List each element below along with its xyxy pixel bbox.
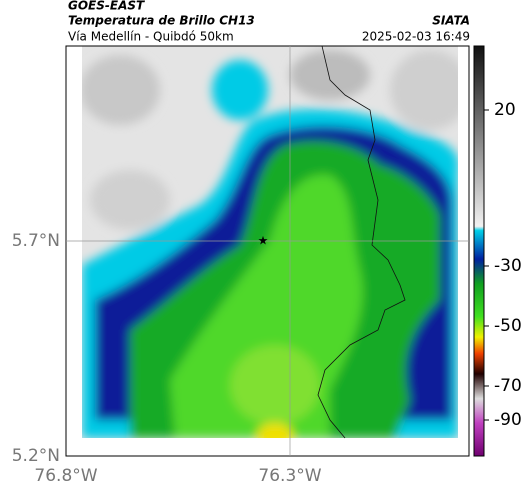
lat-label: 5.2°N <box>12 446 60 466</box>
lat-label: 5.7°N <box>12 231 60 251</box>
colorbar-label: 20 <box>494 100 516 120</box>
colorbar-label: -70 <box>494 376 522 396</box>
satellite-image <box>82 46 458 438</box>
title: Temperatura de Brillo CH13 <box>68 14 255 28</box>
map-frame <box>65 45 470 457</box>
lon-label: 76.8°W <box>34 466 97 486</box>
source: GOES-EAST <box>68 0 145 13</box>
colorbar <box>473 45 485 457</box>
colorbar-label: -90 <box>494 410 522 430</box>
colorbar-label: -30 <box>494 256 522 276</box>
lon-label: 76.3°W <box>258 466 321 486</box>
colorbar-label: -50 <box>494 316 522 336</box>
border-line <box>317 45 406 439</box>
location-star: ★ <box>258 234 269 248</box>
org: SIATA <box>432 14 470 28</box>
timestamp: 2025-02-03 16:49 <box>362 30 470 44</box>
route: Vía Medellín - Quibdó 50km <box>68 30 234 44</box>
